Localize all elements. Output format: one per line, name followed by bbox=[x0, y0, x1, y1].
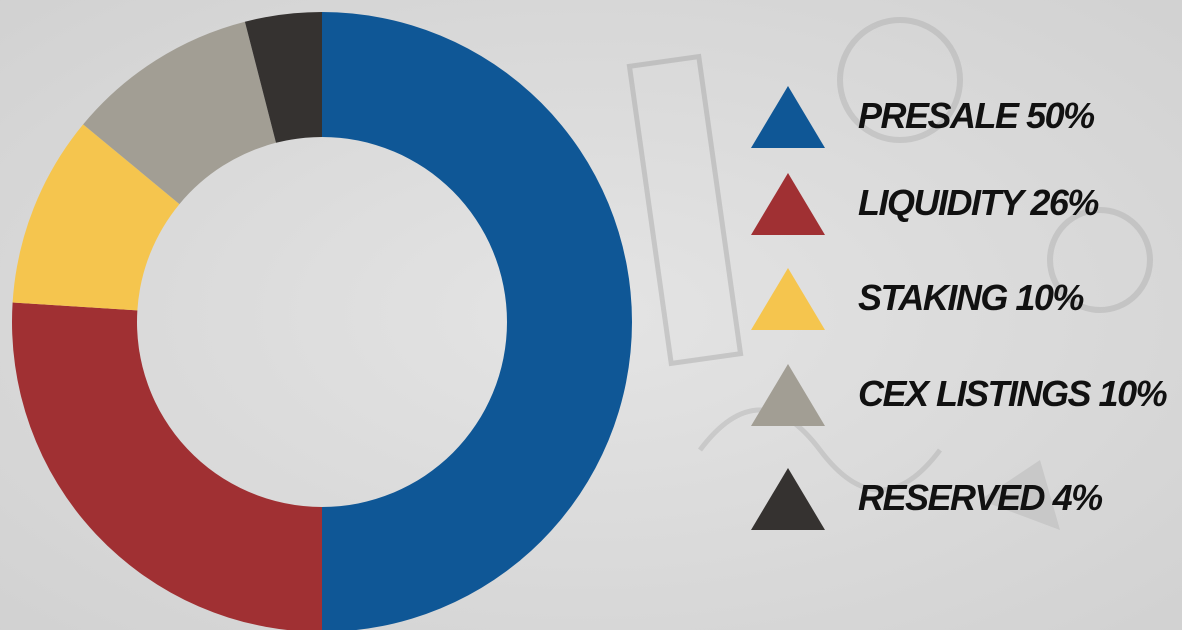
legend-value: 26% bbox=[1029, 182, 1099, 223]
legend: PRESALE 50%LIQUIDITY 26%STAKING 10%CEX L… bbox=[751, 86, 1169, 530]
legend-label: CEX LISTINGS 10% bbox=[858, 373, 1168, 414]
legend-value: 50% bbox=[1026, 95, 1095, 136]
legend-label: PRESALE 50% bbox=[858, 95, 1095, 136]
donut-segment bbox=[322, 12, 632, 630]
donut-segment bbox=[12, 124, 180, 311]
legend-value: 4% bbox=[1052, 477, 1104, 518]
legend-category: CEX LISTINGS bbox=[858, 373, 1092, 414]
legend-marker bbox=[751, 86, 825, 148]
donut bbox=[12, 12, 632, 630]
legend-label: STAKING 10% bbox=[858, 277, 1084, 318]
legend-category: STAKING bbox=[858, 277, 1007, 318]
legend-marker bbox=[751, 268, 825, 330]
legend-label: LIQUIDITY 26% bbox=[858, 182, 1099, 223]
legend-marker bbox=[751, 173, 825, 235]
legend-marker bbox=[751, 468, 825, 530]
donut-segment bbox=[12, 302, 322, 630]
legend-category: LIQUIDITY bbox=[858, 182, 1027, 223]
legend-value: 10% bbox=[1015, 277, 1084, 318]
background-pattern bbox=[626, 17, 1153, 530]
legend-category: PRESALE bbox=[858, 95, 1020, 136]
donut-segment bbox=[83, 21, 276, 205]
legend-label: RESERVED 4% bbox=[858, 477, 1103, 518]
legend-category: RESERVED bbox=[858, 477, 1045, 518]
legend-value: 10% bbox=[1099, 373, 1168, 414]
legend-marker bbox=[751, 364, 825, 426]
donut-segment bbox=[244, 12, 322, 143]
